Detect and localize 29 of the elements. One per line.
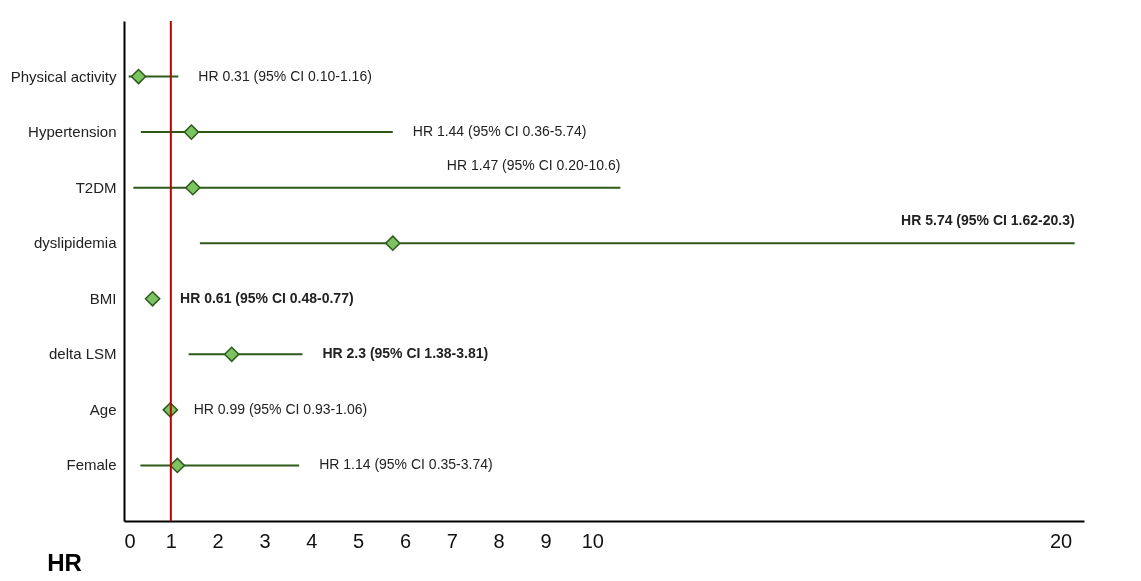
annotation: HR 0.61 (95% CI 0.48-0.77) <box>180 289 354 306</box>
x-tick-label: 0 <box>124 529 136 552</box>
y-tick-label: BMI <box>89 289 117 307</box>
x-tick-label: 4 <box>306 529 318 552</box>
y-tick-label: delta LSM <box>48 345 117 363</box>
x-tick-label: 2 <box>212 529 224 552</box>
y-tick-label: Female <box>66 456 117 474</box>
x-tick-label: 6 <box>399 529 412 552</box>
y-tick-label: Physical activity <box>10 67 117 85</box>
x-tick-label: 20 <box>1049 529 1073 552</box>
annotation: HR 1.44 (95% CI 0.36-5.74) <box>412 123 587 140</box>
x-axis-title: HR <box>47 548 82 576</box>
y-tick-label: Hypertension <box>28 123 117 141</box>
x-tick-label: 9 <box>540 529 552 552</box>
y-tick-label: T2DM <box>75 178 117 196</box>
x-tick-label: 8 <box>493 529 505 552</box>
x-tick-label: 5 <box>353 529 365 552</box>
y-tick-label: dyslipidemia <box>33 234 118 252</box>
annotation: HR 1.14 (95% CI 0.35-3.74) <box>319 456 493 473</box>
x-tick-label: 10 <box>581 529 604 552</box>
x-tick-label: 7 <box>446 529 458 552</box>
annotation: HR 5.74 (95% CI 1.62-20.3) <box>901 212 1075 229</box>
annotation: HR 1.47 (95% CI 0.20-10.6) <box>446 156 621 173</box>
y-tick-label: Age <box>89 400 117 418</box>
annotation: HR 0.99 (95% CI 0.93-1.06) <box>193 400 368 417</box>
annotation: HR 0.31 (95% CI 0.10-1.16) <box>198 67 372 84</box>
x-tick-label: 3 <box>259 529 271 552</box>
annotation: HR 2.3 (95% CI 1.38-3.81) <box>322 345 489 362</box>
x-tick-label: 1 <box>165 529 177 552</box>
